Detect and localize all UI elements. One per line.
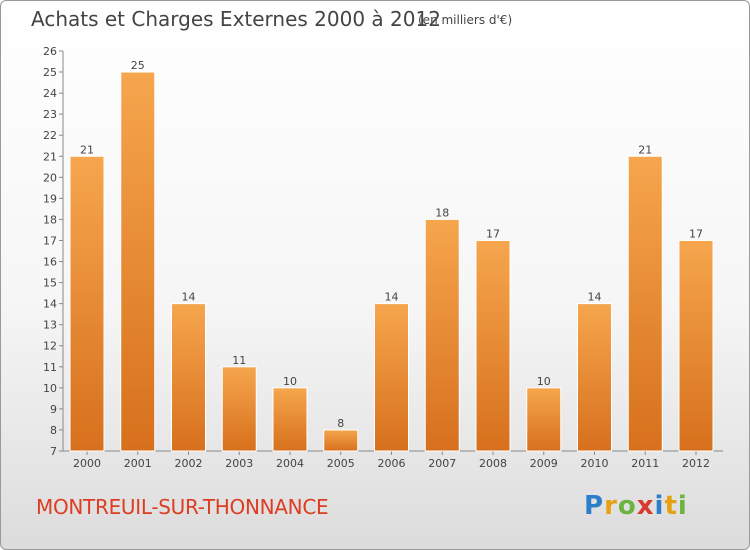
- x-tick-label: 2000: [73, 457, 101, 470]
- commune-name: MONTREUIL-SUR-THONNANCE: [36, 495, 329, 519]
- x-tick-label: 2009: [530, 457, 558, 470]
- y-tick-label: 12: [43, 340, 57, 353]
- x-tick-label: 2010: [581, 457, 609, 470]
- data-label-2011: 21: [638, 143, 652, 156]
- x-tick-label: 2006: [378, 457, 406, 470]
- data-label-2008: 17: [486, 227, 500, 240]
- y-tick-label: 7: [50, 445, 57, 458]
- y-tick-label: 25: [43, 66, 57, 79]
- data-label-2001: 25: [131, 59, 145, 72]
- bar-2012: [678, 239, 714, 452]
- data-label-2006: 14: [385, 291, 399, 304]
- proxiti-logo: Proxiti: [584, 491, 688, 521]
- data-label-2003: 11: [232, 354, 246, 367]
- y-tick-label: 23: [43, 108, 57, 121]
- data-label-2010: 14: [588, 291, 602, 304]
- y-tick-label: 19: [43, 192, 57, 205]
- bar-2009: [526, 387, 562, 452]
- bar-2008: [475, 239, 511, 452]
- bar-2006: [374, 303, 409, 452]
- y-tick-label: 8: [50, 424, 57, 437]
- bar-2000: [69, 155, 105, 452]
- bar-2001: [120, 71, 156, 452]
- x-tick-label: 2012: [682, 457, 710, 470]
- x-tick-label: 2003: [225, 457, 253, 470]
- y-tick-label: 13: [43, 319, 57, 332]
- y-tick-label: 18: [43, 213, 57, 226]
- y-tick-label: 21: [43, 150, 57, 163]
- data-label-2004: 10: [283, 375, 297, 388]
- data-label-2000: 21: [80, 143, 94, 156]
- y-tick-label: 22: [43, 129, 57, 142]
- bar-2010: [577, 303, 612, 452]
- chart-unit: (en milliers d'€): [418, 13, 513, 27]
- data-label-2012: 17: [689, 227, 703, 240]
- y-tick-label: 15: [43, 277, 57, 290]
- bar-2002: [171, 303, 206, 452]
- x-tick-label: 2008: [479, 457, 507, 470]
- chart-title: Achats et Charges Externes 2000 à 2012: [31, 7, 441, 31]
- y-tick-label: 9: [50, 403, 57, 416]
- bar-2003: [221, 366, 257, 452]
- bar-2004: [272, 387, 308, 452]
- x-tick-label: 2011: [631, 457, 659, 470]
- data-label-2002: 14: [182, 291, 196, 304]
- x-tick-label: 2007: [428, 457, 456, 470]
- bar-2007: [424, 218, 460, 452]
- y-tick-label: 16: [43, 256, 57, 269]
- y-tick-label: 20: [43, 171, 57, 184]
- y-tick-label: 11: [43, 361, 57, 374]
- y-tick-label: 14: [43, 298, 57, 311]
- data-label-2009: 10: [537, 375, 551, 388]
- data-label-2007: 18: [435, 206, 449, 219]
- y-tick-label: 26: [43, 45, 57, 58]
- y-tick-label: 17: [43, 234, 57, 247]
- x-tick-label: 2004: [276, 457, 304, 470]
- bar-2011: [627, 155, 663, 452]
- x-tick-label: 2005: [327, 457, 355, 470]
- y-tick-label: 24: [43, 87, 57, 100]
- bar-2005: [323, 429, 359, 452]
- x-tick-label: 2001: [124, 457, 152, 470]
- y-tick-label: 10: [43, 382, 57, 395]
- data-label-2005: 8: [337, 417, 344, 430]
- x-tick-label: 2002: [175, 457, 203, 470]
